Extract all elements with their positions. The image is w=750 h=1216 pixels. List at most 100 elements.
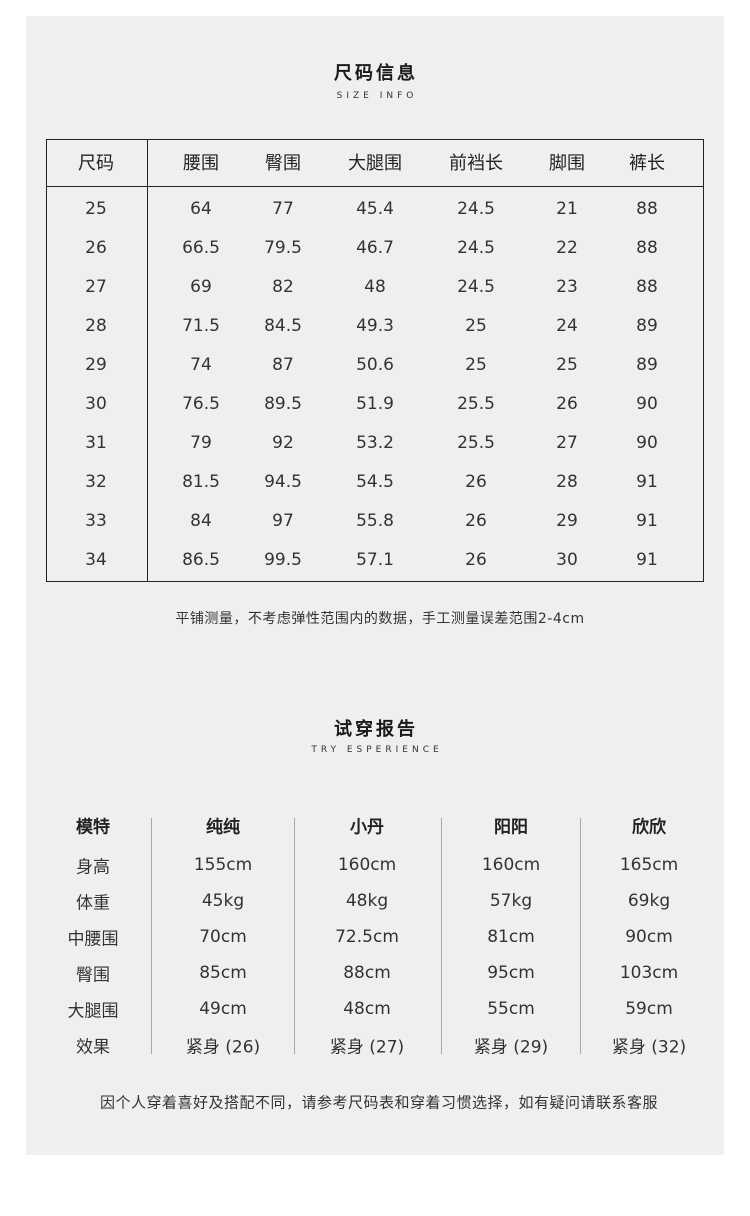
report-header-cell: 阳阳 [494, 817, 528, 838]
size-table-cell: 21 [556, 199, 578, 219]
report-table-cell: 49cm [199, 999, 247, 1019]
size-table-cell: 57.1 [356, 550, 394, 570]
report-table-cell: 160cm [481, 855, 541, 875]
report-table-cell: 59cm [625, 999, 673, 1019]
size-table-cell: 24.5 [457, 238, 495, 258]
report-table-cell: 紧身 (29) [473, 1037, 549, 1058]
size-table-cell: 50.6 [356, 355, 394, 375]
report-table-cell: 效果 [76, 1037, 110, 1058]
size-table-cell: 74 [190, 355, 212, 375]
table-divider [46, 186, 704, 187]
report-table-cell: 85cm [199, 963, 247, 983]
size-table-cell: 26 [556, 394, 578, 414]
size-table-cell: 90 [636, 433, 658, 453]
size-header-cell: 尺码 [78, 153, 114, 174]
size-table-cell: 30 [85, 394, 107, 414]
footer-note: 因个人穿着喜好及搭配不同，请参考尺码表和穿着习惯选择，如有疑问请联系客服 [99, 1093, 659, 1112]
size-table-cell: 28 [556, 472, 578, 492]
report-table-cell: 45kg [201, 891, 245, 911]
report-table-cell: 紧身 (26) [185, 1037, 261, 1058]
size-table [46, 139, 704, 582]
size-table-cell: 81.5 [182, 472, 220, 492]
size-table-cell: 51.9 [356, 394, 394, 414]
size-table-cell: 48 [364, 277, 386, 297]
column-divider [294, 818, 295, 1054]
size-info-title: 尺码信息 [334, 63, 418, 84]
size-table-cell: 77 [272, 199, 294, 219]
report-table-cell: 大腿围 [67, 1001, 119, 1022]
report-table-cell: 72.5cm [335, 927, 399, 947]
size-table-cell: 79 [190, 433, 212, 453]
report-table-cell: 155cm [193, 855, 253, 875]
column-divider [151, 818, 152, 1054]
size-table-cell: 76.5 [182, 394, 220, 414]
report-table-cell: 103cm [619, 963, 679, 983]
report-table-cell: 69kg [627, 891, 671, 911]
size-info-subtitle: SIZE INFO [336, 91, 418, 101]
size-table-cell: 34 [85, 550, 107, 570]
measurement-note: 平铺测量，不考虑弹性范围内的数据，手工测量误差范围2-4cm [175, 611, 585, 627]
size-table-cell: 94.5 [264, 472, 302, 492]
size-table-cell: 87 [272, 355, 294, 375]
size-table-cell: 24.5 [457, 277, 495, 297]
table-divider [147, 139, 148, 582]
size-table-cell: 88 [636, 277, 658, 297]
size-table-cell: 89 [636, 316, 658, 336]
report-table-cell: 臀围 [76, 965, 110, 986]
report-header-cell: 模特 [76, 817, 110, 838]
size-table-cell: 88 [636, 238, 658, 258]
size-table-cell: 69 [190, 277, 212, 297]
size-table-cell: 30 [556, 550, 578, 570]
size-table-cell: 84.5 [264, 316, 302, 336]
size-table-cell: 26 [465, 511, 487, 531]
size-table-cell: 31 [85, 433, 107, 453]
report-table-cell: 160cm [337, 855, 397, 875]
size-table-cell: 25 [556, 355, 578, 375]
size-table-cell: 88 [636, 199, 658, 219]
size-header-cell: 前裆长 [449, 153, 503, 174]
size-header-cell: 腰围 [183, 153, 219, 174]
size-table-cell: 22 [556, 238, 578, 258]
report-header-cell: 纯纯 [206, 817, 240, 838]
size-table-cell: 23 [556, 277, 578, 297]
size-table-cell: 32 [85, 472, 107, 492]
size-table-cell: 25 [85, 199, 107, 219]
size-table-cell: 97 [272, 511, 294, 531]
size-table-cell: 24 [556, 316, 578, 336]
size-table-cell: 84 [190, 511, 212, 531]
report-table-cell: 88cm [343, 963, 391, 983]
size-table-cell: 27 [556, 433, 578, 453]
report-header-cell: 小丹 [350, 817, 384, 838]
size-table-cell: 33 [85, 511, 107, 531]
size-table-cell: 71.5 [182, 316, 220, 336]
size-header-cell: 脚围 [549, 153, 585, 174]
report-table-cell: 95cm [487, 963, 535, 983]
report-table-cell: 81cm [487, 927, 535, 947]
size-table-cell: 86.5 [182, 550, 220, 570]
size-table-cell: 26 [465, 550, 487, 570]
try-report-title: 试穿报告 [334, 719, 418, 740]
size-table-cell: 92 [272, 433, 294, 453]
size-table-cell: 90 [636, 394, 658, 414]
size-table-cell: 45.4 [356, 199, 394, 219]
size-table-cell: 29 [556, 511, 578, 531]
size-table-cell: 29 [85, 355, 107, 375]
report-table-cell: 48kg [345, 891, 389, 911]
size-table-cell: 89.5 [264, 394, 302, 414]
size-table-cell: 28 [85, 316, 107, 336]
size-table-cell: 25.5 [457, 394, 495, 414]
size-table-cell: 54.5 [356, 472, 394, 492]
report-table-cell: 90cm [625, 927, 673, 947]
report-table-cell: 165cm [619, 855, 679, 875]
size-table-cell: 26 [85, 238, 107, 258]
size-table-cell: 25 [465, 316, 487, 336]
size-table-cell: 55.8 [356, 511, 394, 531]
size-table-cell: 91 [636, 511, 658, 531]
report-table-cell: 身高 [76, 857, 110, 878]
report-table-cell: 紧身 (27) [329, 1037, 405, 1058]
size-table-cell: 89 [636, 355, 658, 375]
column-divider [580, 818, 581, 1054]
size-table-cell: 46.7 [356, 238, 394, 258]
size-table-cell: 26 [465, 472, 487, 492]
background-panel [26, 16, 724, 1155]
